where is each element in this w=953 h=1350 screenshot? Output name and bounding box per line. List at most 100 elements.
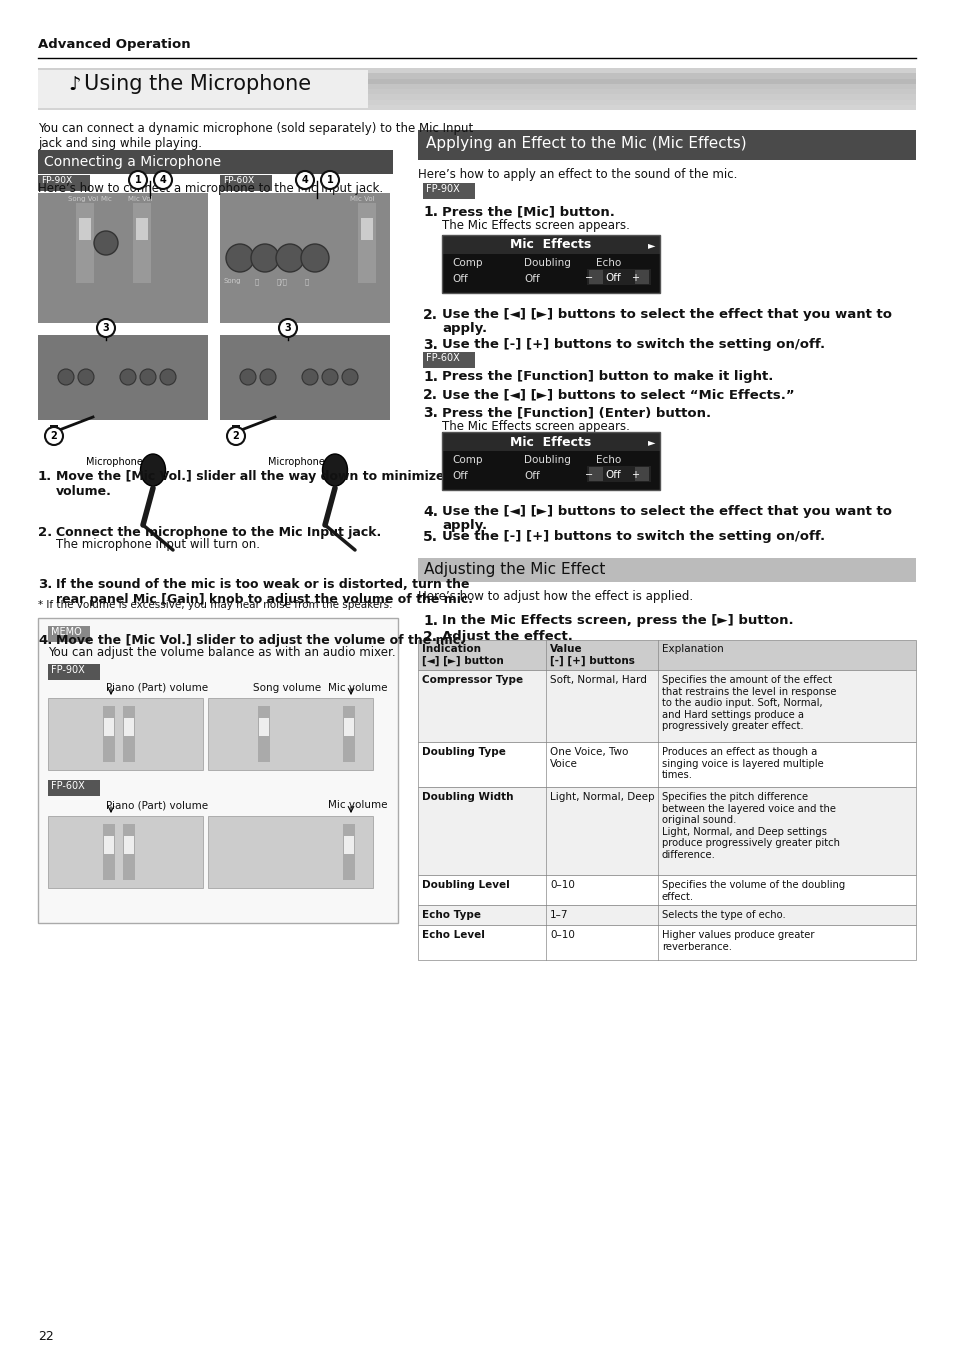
Circle shape	[153, 171, 172, 189]
Circle shape	[140, 369, 156, 385]
Text: Specifies the volume of the doubling
effect.: Specifies the volume of the doubling eff…	[661, 880, 844, 902]
Text: Song volume: Song volume	[253, 683, 321, 693]
Text: 3: 3	[284, 323, 291, 333]
Bar	[441, 432, 659, 451]
Bar	[123, 706, 135, 761]
Bar	[48, 664, 100, 680]
Circle shape	[278, 319, 296, 338]
Bar	[441, 235, 659, 293]
Text: Doubling Type: Doubling Type	[421, 747, 505, 757]
Text: 4.: 4.	[422, 505, 437, 518]
Bar	[38, 70, 368, 108]
Circle shape	[227, 427, 245, 446]
Text: 22: 22	[38, 1330, 53, 1343]
Text: Mic Vol: Mic Vol	[128, 196, 152, 202]
Circle shape	[226, 244, 253, 271]
Circle shape	[320, 171, 338, 189]
Bar	[38, 95, 915, 100]
Text: apply.: apply.	[441, 518, 487, 532]
Text: Doubling Width: Doubling Width	[421, 792, 513, 802]
Text: 5.: 5.	[422, 531, 437, 544]
Circle shape	[260, 369, 275, 385]
Text: −: −	[584, 470, 593, 481]
Bar	[417, 904, 915, 925]
Text: 2.: 2.	[38, 526, 52, 539]
Text: Off: Off	[604, 273, 620, 284]
Text: ⏭: ⏭	[305, 278, 309, 285]
Text: Off: Off	[604, 470, 620, 481]
Text: FP-90X: FP-90X	[426, 184, 459, 194]
Bar	[38, 78, 915, 84]
Text: The Mic Effects screen appears.: The Mic Effects screen appears.	[441, 219, 629, 232]
Text: 3.: 3.	[38, 578, 52, 591]
Bar	[417, 743, 915, 787]
Bar	[635, 270, 648, 284]
Bar	[343, 824, 355, 880]
Circle shape	[240, 369, 255, 385]
Bar	[48, 815, 203, 888]
Bar	[132, 202, 151, 284]
Text: Mic Vol: Mic Vol	[350, 196, 375, 202]
Bar	[422, 184, 475, 198]
Text: 0–10: 0–10	[550, 930, 575, 940]
Text: Here’s how to connect a microphone to the Mic Input jack.: Here’s how to connect a microphone to th…	[38, 182, 383, 194]
Text: Mic volume: Mic volume	[328, 801, 387, 810]
Text: Specifies the pitch difference
between the layered voice and the
original sound.: Specifies the pitch difference between t…	[661, 792, 840, 860]
Bar	[79, 217, 91, 240]
Text: Specifies the amount of the effect
that restrains the level in response
to the a: Specifies the amount of the effect that …	[661, 675, 836, 732]
Text: Here’s how to apply an effect to the sound of the mic.: Here’s how to apply an effect to the sou…	[417, 167, 737, 181]
Text: FP-60X: FP-60X	[426, 352, 459, 363]
Circle shape	[129, 171, 147, 189]
Text: Produces an effect as though a
singing voice is layered multiple
times.: Produces an effect as though a singing v…	[661, 747, 822, 780]
Bar	[124, 836, 133, 855]
Circle shape	[295, 171, 314, 189]
Circle shape	[78, 369, 94, 385]
Text: Light, Normal, Deep: Light, Normal, Deep	[550, 792, 654, 802]
Text: FP-90X: FP-90X	[51, 666, 85, 675]
Bar	[422, 352, 475, 369]
Text: FP-60X: FP-60X	[51, 782, 85, 791]
Text: Use the [◄] [►] buttons to select the effect that you want to: Use the [◄] [►] buttons to select the ef…	[441, 308, 891, 321]
Text: 0–10: 0–10	[550, 880, 575, 890]
Text: You can connect a dynamic microphone (sold separately) to the Mic Input
jack and: You can connect a dynamic microphone (so…	[38, 122, 473, 150]
Bar	[123, 824, 135, 880]
Text: Doubling: Doubling	[523, 455, 570, 464]
Bar	[417, 558, 915, 582]
Bar	[257, 706, 270, 761]
Text: Indication
[◄] [►] button: Indication [◄] [►] button	[421, 644, 503, 666]
Bar	[50, 425, 58, 443]
Text: ⏮: ⏮	[254, 278, 259, 285]
Text: +: +	[630, 273, 639, 284]
Bar	[38, 89, 915, 95]
Bar	[417, 925, 915, 960]
Bar	[38, 73, 915, 78]
Circle shape	[94, 231, 118, 255]
Text: 4: 4	[159, 176, 166, 185]
Text: 2.: 2.	[422, 387, 437, 402]
Text: Use the [-] [+] buttons to switch the setting on/off.: Use the [-] [+] buttons to switch the se…	[441, 338, 824, 351]
Text: In the Mic Effects screen, press the [►] button.: In the Mic Effects screen, press the [►]…	[441, 614, 793, 626]
Text: FP-60X: FP-60X	[223, 176, 253, 185]
Bar	[38, 193, 208, 323]
Text: Value
[-] [+] buttons: Value [-] [+] buttons	[550, 644, 634, 666]
Text: MEMO: MEMO	[51, 626, 82, 637]
Text: Echo Type: Echo Type	[421, 910, 480, 919]
Text: * If the volume is excessive, you may hear noise from the speakers.: * If the volume is excessive, you may he…	[38, 599, 392, 610]
Bar	[441, 235, 659, 254]
Bar	[357, 202, 375, 284]
Text: 1: 1	[134, 176, 141, 185]
Bar	[343, 706, 355, 761]
Text: Microphone: Microphone	[268, 458, 325, 467]
Bar	[586, 269, 650, 285]
Bar	[104, 836, 113, 855]
Circle shape	[341, 369, 357, 385]
Circle shape	[275, 244, 304, 271]
Text: Song Vol: Song Vol	[68, 196, 98, 202]
Text: 3.: 3.	[422, 406, 437, 420]
Text: Off: Off	[523, 274, 539, 284]
Text: 1.: 1.	[422, 370, 437, 383]
Bar	[103, 706, 115, 761]
Text: Use the [◄] [►] buttons to select “Mic Effects.”: Use the [◄] [►] buttons to select “Mic E…	[441, 387, 794, 401]
Text: +: +	[630, 470, 639, 481]
Text: Echo: Echo	[596, 455, 620, 464]
